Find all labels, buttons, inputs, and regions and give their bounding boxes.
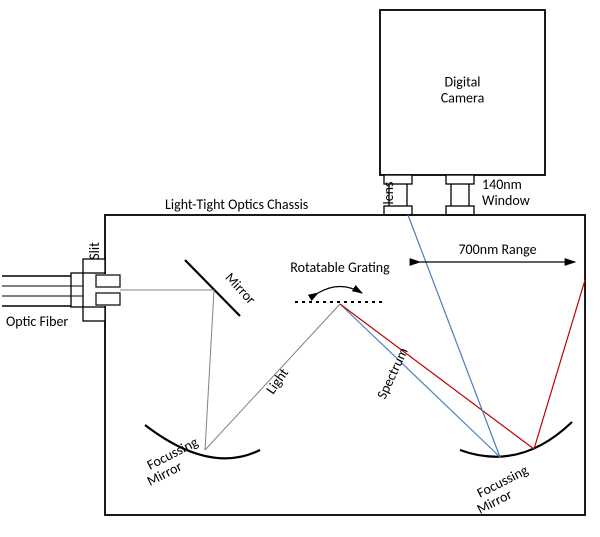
- grating-label: Rotatable Grating: [290, 259, 390, 276]
- ray-red-2: [534, 280, 585, 449]
- camera-label: Digital: [444, 74, 480, 91]
- range-label: 700nm Range: [458, 241, 536, 258]
- spectrum-label: Spectrum: [373, 345, 412, 402]
- ray-red-1: [340, 304, 534, 449]
- light-label: Light: [262, 365, 292, 398]
- ray-blue-1: [340, 304, 500, 457]
- ray-to-focus: [205, 290, 214, 450]
- camera-label: Camera: [441, 90, 485, 107]
- lens-label: lens: [380, 181, 397, 204]
- chassis-label: Light-Tight Optics Chassis: [165, 196, 308, 213]
- fiber-label: Optic Fiber: [6, 313, 68, 330]
- window-label: 140nm: [482, 176, 522, 193]
- rotation-arrow: [318, 287, 362, 294]
- window-label: Window: [482, 192, 530, 209]
- slit-label: Slit: [86, 242, 103, 260]
- focussing-mirror-right: [460, 422, 572, 457]
